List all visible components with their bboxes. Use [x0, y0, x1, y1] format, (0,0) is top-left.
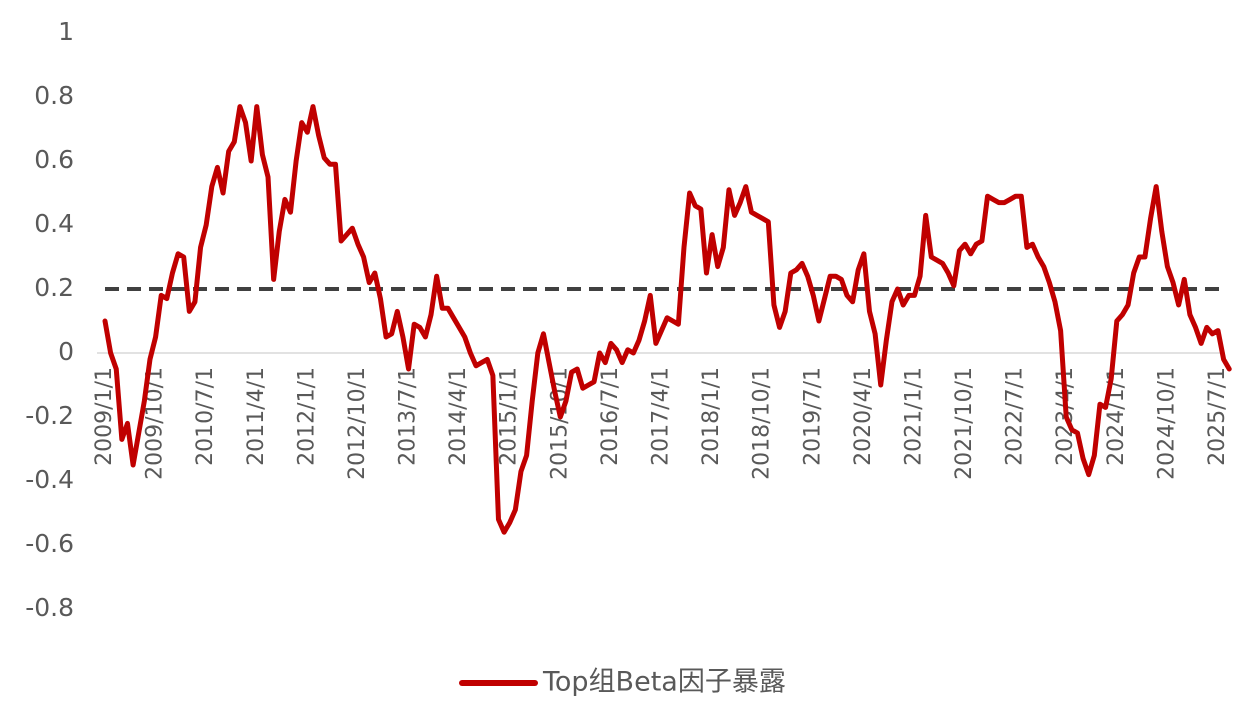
x-tick-label: 2020/4/1	[851, 367, 876, 466]
x-tick-label: 2024/1/1	[1104, 367, 1129, 466]
x-tick-label: 2015/1/1	[497, 367, 522, 466]
x-tick-label: 2009/1/1	[92, 367, 117, 466]
x-tick-label: 2013/7/1	[396, 367, 421, 466]
y-tick-label: -0.8	[25, 593, 74, 622]
x-tick-label: 2018/10/1	[750, 367, 775, 480]
x-tick-label: 2024/10/1	[1154, 367, 1179, 480]
x-tick-label: 2016/7/1	[598, 367, 623, 466]
y-tick-label: 0	[58, 337, 74, 366]
data-line	[102, 104, 1232, 535]
x-tick-label: 2025/7/1	[1205, 367, 1230, 466]
x-tick-label: 2011/4/1	[244, 367, 269, 466]
y-tick-label: 0.6	[34, 145, 74, 174]
y-tick-label: -0.4	[25, 465, 74, 494]
y-tick-label: 0.4	[34, 209, 74, 238]
x-tick-label: 2022/7/1	[1003, 367, 1028, 466]
y-tick-label: 0.8	[34, 81, 74, 110]
x-tick-label: 2012/1/1	[294, 367, 319, 466]
legend-label: Top组Beta因子暴露	[542, 667, 786, 698]
x-tick-label: 2018/1/1	[699, 367, 724, 466]
y-tick-label: -0.6	[25, 529, 74, 558]
x-tick-label: 2021/1/1	[901, 367, 926, 466]
x-tick-label: 2014/4/1	[446, 367, 471, 466]
x-tick-label: 2017/4/1	[649, 367, 674, 466]
y-tick-label: -0.2	[25, 401, 74, 430]
x-tick-label: 2021/10/1	[952, 367, 977, 480]
x-tick-label: 2012/10/1	[345, 367, 370, 480]
x-tick-label: 2019/7/1	[800, 367, 825, 466]
y-tick-label: 1	[58, 17, 74, 46]
x-tick-label: 2010/7/1	[193, 367, 218, 466]
y-tick-label: 0.2	[34, 273, 74, 302]
